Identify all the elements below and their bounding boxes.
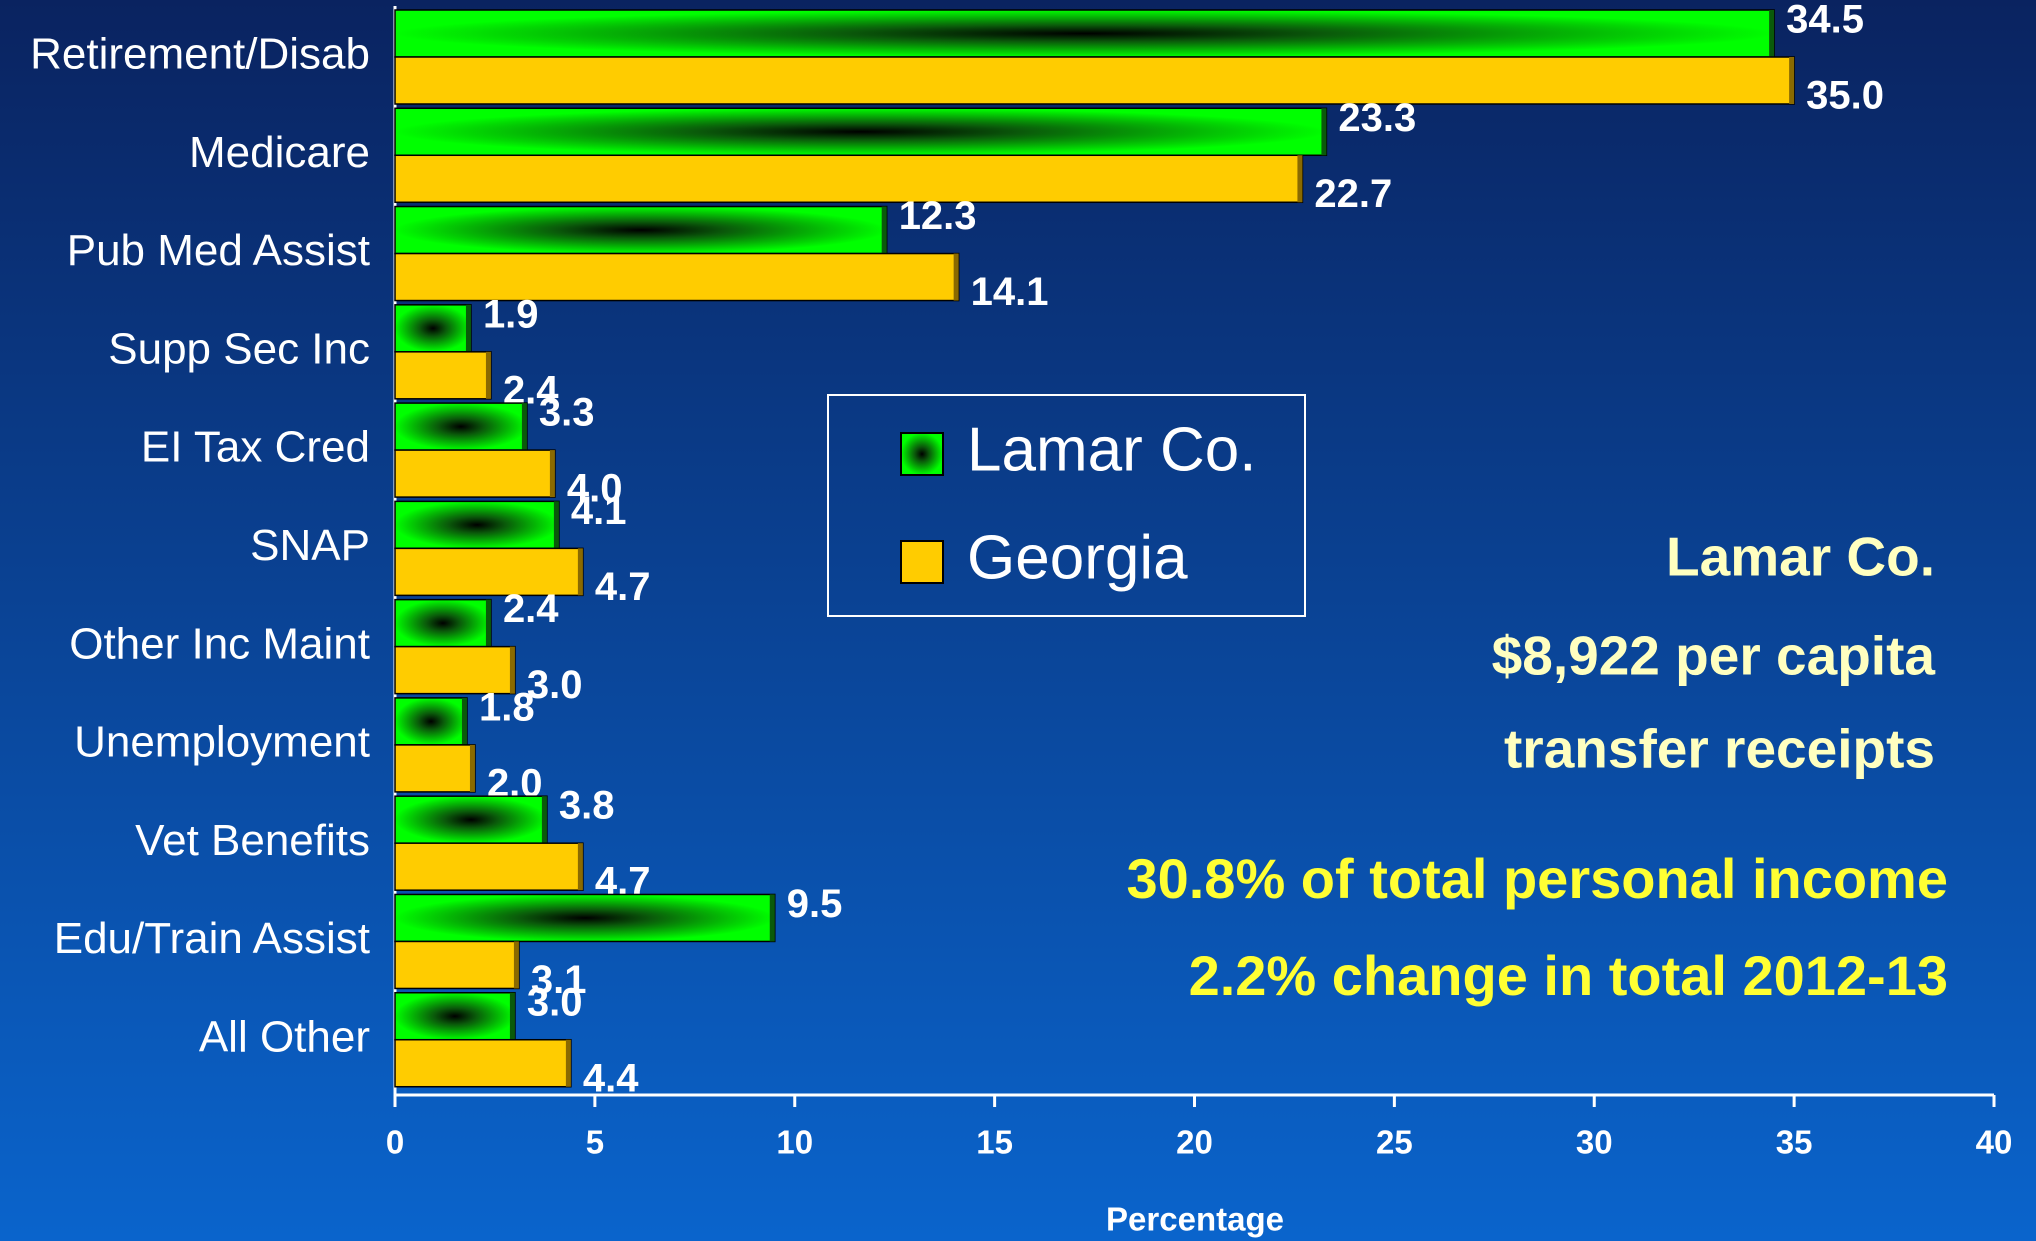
x-tick-label: 40	[1976, 1124, 2013, 1161]
bar-edge	[953, 253, 959, 301]
bar	[394, 205, 888, 255]
data-label: 2.4	[503, 587, 559, 631]
bar	[394, 598, 492, 648]
legend-label: Georgia	[967, 523, 1188, 592]
x-tick-label: 20	[1176, 1124, 1213, 1161]
x-tick-label: 25	[1376, 1124, 1413, 1161]
data-label: 4.4	[583, 1056, 639, 1100]
data-label: 3.0	[527, 663, 583, 707]
bar-edge	[509, 646, 515, 694]
bar-edge	[485, 599, 491, 647]
bar-edge	[1789, 57, 1795, 104]
data-label: 4.7	[595, 565, 651, 609]
y-tick-label: All Other	[199, 1012, 370, 1061]
x-tick-label: 5	[586, 1124, 604, 1161]
x-tick-label: 15	[976, 1124, 1013, 1161]
bar	[394, 304, 472, 353]
x-tick-label: 35	[1776, 1124, 1813, 1161]
annotation: Lamar Co.	[1666, 526, 1935, 588]
y-tick-label: Unemployment	[74, 718, 370, 767]
y-tick-label: Pub Med Assist	[67, 226, 370, 275]
y-tick-label: Edu/Train Assist	[54, 914, 370, 963]
annotation: transfer receipts	[1504, 718, 1935, 780]
y-tick-label: Retirement/Disab	[30, 30, 370, 79]
bar	[394, 645, 516, 695]
bar-edge	[485, 351, 491, 399]
annotation: 30.8% of total personal income	[1126, 847, 1948, 910]
annotation: 2.2% change in total 2012-13	[1189, 944, 1948, 1007]
data-label: 35.0	[1806, 74, 1884, 118]
y-tick-label: SNAP	[250, 521, 370, 570]
bar-edge	[553, 501, 559, 549]
bar-edge	[461, 697, 467, 745]
data-label: 3.0	[527, 980, 583, 1024]
bar	[394, 9, 1775, 58]
data-label: 1.9	[483, 292, 539, 336]
annotation: $8,922 per capita	[1492, 625, 1936, 687]
bar-edge	[1769, 10, 1775, 57]
bar-edge	[577, 843, 583, 891]
x-tick-label: 0	[386, 1124, 404, 1161]
bar	[394, 351, 492, 400]
bar	[394, 402, 528, 451]
bar-edge	[513, 941, 519, 989]
bar	[394, 795, 548, 844]
y-tick-label: Supp Sec Inc	[108, 324, 370, 373]
data-label: 1.8	[479, 685, 535, 729]
bar	[394, 154, 1304, 204]
data-label: 34.5	[1786, 0, 1864, 42]
bar	[394, 252, 960, 302]
data-label: 23.3	[1338, 96, 1416, 140]
bar-edge	[549, 450, 555, 498]
bar	[394, 56, 1795, 105]
bar-edge	[1297, 155, 1303, 203]
x-tick-label: 30	[1576, 1124, 1613, 1161]
bar	[394, 449, 556, 498]
data-label: 3.8	[559, 784, 615, 828]
x-axis-label: Percentage	[1106, 1201, 1284, 1238]
data-label: 3.1	[531, 958, 587, 1002]
bar-edge	[1321, 108, 1327, 156]
bar	[394, 1038, 572, 1088]
legend-box	[827, 394, 1306, 617]
bar-edge	[881, 206, 887, 254]
y-tick-label: Vet Benefits	[135, 816, 370, 865]
data-label: 12.3	[899, 194, 977, 238]
bar	[394, 107, 1328, 157]
bar-edge	[521, 403, 527, 451]
x-tick-label: 10	[776, 1124, 813, 1161]
bar-edge	[509, 992, 515, 1040]
legend-swatch	[900, 540, 944, 584]
bar	[394, 991, 516, 1041]
bar	[394, 940, 520, 990]
bar	[394, 842, 584, 891]
data-label: 14.1	[971, 270, 1049, 314]
y-tick-label: Medicare	[189, 128, 370, 177]
data-label: 22.7	[1314, 172, 1392, 216]
bar-edge	[577, 548, 583, 596]
bar-edge	[565, 1039, 571, 1087]
legend-label: Lamar Co.	[967, 415, 1256, 484]
y-tick-label: Other Inc Maint	[69, 619, 370, 668]
bar	[394, 500, 560, 550]
bar-edge	[541, 796, 547, 844]
legend-swatch	[900, 432, 944, 476]
bar-edge	[465, 304, 471, 352]
data-label: 4.1	[571, 489, 627, 533]
bar	[394, 697, 468, 746]
bar-edge	[769, 894, 775, 942]
data-label: 3.3	[539, 391, 595, 435]
bar	[394, 744, 476, 793]
y-tick-label: EI Tax Cred	[141, 423, 370, 472]
bar-edge	[469, 744, 475, 792]
bar	[394, 893, 776, 943]
data-label: 4.0	[567, 467, 623, 511]
data-label: 9.5	[787, 882, 843, 926]
